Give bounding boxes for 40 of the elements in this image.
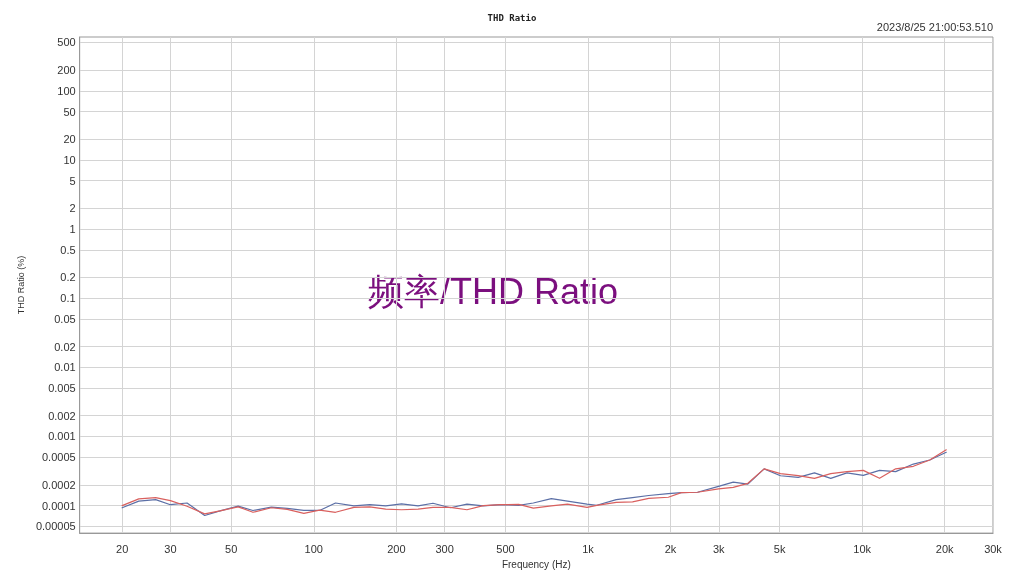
- y-tick-label: 50: [63, 105, 76, 118]
- x-tick-label: 3k: [712, 542, 726, 555]
- y-tick-label: 0.2: [60, 271, 76, 284]
- y-tick-label: 100: [57, 84, 76, 97]
- y-tick-label: 0.05: [54, 313, 76, 325]
- x-tick-label: 30: [164, 542, 177, 555]
- y-tick-label: 200: [57, 63, 76, 76]
- x-tick-label: 200: [387, 542, 406, 555]
- y-tick-label: 0.0001: [42, 499, 76, 512]
- y-tick-label: 0.002: [48, 409, 76, 422]
- y-tick-label: 0.02: [54, 340, 76, 353]
- y-tick-label: 5: [69, 174, 76, 187]
- y-tick-label: 20: [63, 133, 76, 146]
- y-tick-label: 2: [69, 202, 76, 215]
- y-tick-label: 0.00005: [35, 520, 76, 533]
- x-tick-label: 30k: [984, 542, 1003, 555]
- x-tick-label: 500: [496, 542, 515, 555]
- chart-title: THD Ratio: [487, 12, 537, 23]
- x-tick-label: 50: [225, 542, 238, 555]
- y-tick-label: 0.1: [60, 292, 76, 305]
- y-tick-label: 0.0002: [42, 478, 76, 491]
- y-tick-label: 500: [57, 36, 76, 49]
- x-tick-label: 1k: [582, 542, 595, 555]
- x-tick-label: 10k: [853, 542, 872, 555]
- x-tick-label: 20k: [935, 542, 955, 555]
- x-tick-label: 2k: [664, 542, 677, 555]
- x-tick-label: 300: [435, 542, 454, 555]
- y-tick-label: 0.01: [54, 361, 76, 374]
- y-tick-label: 0.001: [48, 430, 76, 443]
- x-tick-label: 20: [116, 542, 129, 555]
- y-tick-label: 0.0005: [42, 451, 76, 464]
- y-tick-label: 10: [63, 153, 76, 166]
- y-tick-label: 1: [69, 223, 76, 236]
- x-tick-label: 5k: [773, 542, 786, 555]
- x-axis-title: Frequency (Hz): [501, 558, 571, 570]
- x-tick-label: 100: [304, 542, 323, 555]
- text: 2023/8/25 21:00:53.510: [876, 20, 994, 33]
- y-axis-title: THD Ratio (%): [15, 255, 26, 315]
- y-tick-label: 0.5: [60, 243, 76, 256]
- y-tick-label: 0.005: [48, 382, 76, 395]
